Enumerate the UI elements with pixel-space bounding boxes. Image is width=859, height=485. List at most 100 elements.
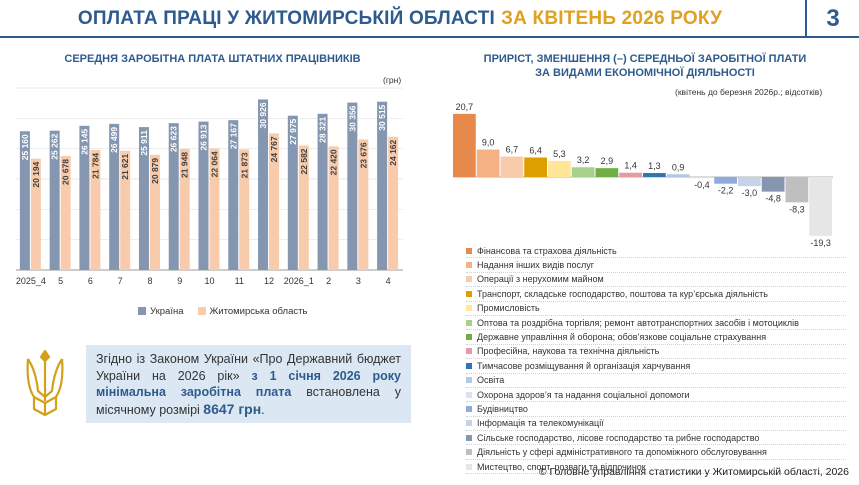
data-label: 26 913 [199, 124, 209, 150]
bar-zhytomyr [30, 158, 41, 270]
legend-item-zhytomyr: Житомирська область [197, 306, 307, 317]
bar-ukraine [347, 102, 358, 270]
data-label: 20 879 [150, 158, 160, 184]
info-text-1: Згідно із Законом України «Про Державний… [96, 352, 401, 383]
data-label: 22 582 [299, 148, 309, 174]
bar-ukraine [109, 123, 120, 270]
x-tick-label: 2 [326, 276, 331, 286]
data-label: 22 420 [329, 149, 339, 175]
bar-ukraine [258, 99, 269, 271]
data-label: 27 975 [288, 118, 298, 144]
right-chart-note: (квітень до березня 2026р.; відсотків) [675, 87, 823, 97]
activity-legend-label: Професійна, наукова та технічна діяльніс… [477, 346, 660, 357]
info-end: . [261, 402, 265, 417]
activity-legend-label: Будівництво [477, 403, 528, 414]
growth-label: 20,7 [456, 102, 474, 112]
x-tick-label: 7 [118, 276, 123, 286]
growth-label: -4,8 [765, 194, 781, 204]
x-tick-label: 6 [88, 276, 93, 286]
growth-bar [809, 177, 832, 236]
growth-bar [619, 172, 642, 177]
activity-legend-swatch [466, 420, 472, 427]
growth-label: -2,2 [718, 186, 734, 196]
info-text-2: встановлена у місячному розмірі [96, 385, 401, 417]
page-number: 3 [805, 0, 859, 38]
growth-label: 1,3 [648, 161, 661, 171]
growth-label: -3,0 [742, 188, 758, 198]
data-label: 21 948 [180, 152, 190, 178]
bar-zhytomyr [298, 145, 309, 270]
bar-ukraine [228, 120, 239, 270]
data-label: 27 167 [228, 123, 238, 149]
data-label: 26 145 [79, 129, 89, 155]
minimum-wage-info: Згідно із Законом України «Про Державний… [86, 345, 411, 423]
activity-legend-item: Операції з нерухомим майном [466, 273, 846, 288]
bar-ukraine [317, 113, 328, 271]
bar-zhytomyr [269, 133, 280, 270]
title-main: ОПЛАТА ПРАЦІ У ЖИТОМИРСЬКІЙ ОБЛАСТІ [77, 8, 496, 29]
data-label: 24 767 [269, 136, 279, 162]
growth-label: 2,9 [601, 156, 614, 166]
activity-legend-label: Інформація та телекомунікації [477, 418, 604, 429]
activity-legend-label: Промисловість [477, 303, 540, 314]
bar-ukraine [198, 121, 209, 270]
growth-bar [714, 177, 737, 184]
activity-legend-label: Діяльність у сфері адміністративного та … [477, 447, 767, 458]
activity-legend: Фінансова та страхова діяльність Надання … [466, 244, 846, 475]
activity-legend-swatch [466, 377, 472, 384]
activity-legend-label: Фінансова та страхова діяльність [477, 245, 617, 256]
activity-legend-swatch [466, 247, 472, 254]
growth-label: 6,4 [529, 145, 542, 155]
activity-legend-item: Надання інших видів послуг [466, 258, 846, 273]
data-label: 21 784 [90, 153, 100, 179]
header: ОПЛАТА ПРАЦІ У ЖИТОМИРСЬКІЙ ОБЛАСТІ ЗА К… [0, 0, 859, 38]
activity-legend-label: Операції з нерухомим майном [477, 274, 604, 285]
growth-bar [690, 177, 714, 179]
info-text-bold: з 1 січня 2026 року мінімальна заробітна… [96, 368, 401, 400]
x-tick-label: 4 [386, 276, 391, 286]
activity-legend-item: Фінансова та страхова діяльність [466, 244, 846, 259]
activity-legend-label: Сільське господарство, лісове господарст… [477, 432, 760, 443]
x-tick-label: 3 [356, 276, 361, 286]
data-label: 24 162 [388, 139, 398, 165]
growth-bar [666, 174, 690, 177]
growth-bar [571, 167, 595, 177]
bar-ukraine [49, 130, 60, 270]
data-label: 20 194 [31, 161, 41, 187]
data-label: 25 160 [20, 134, 30, 160]
data-label: 26 499 [109, 127, 119, 153]
activity-legend-item: Будівництво [466, 402, 846, 417]
growth-bar [643, 173, 666, 177]
activity-legend-item: Інформація та телекомунікації [466, 417, 846, 432]
growth-label: 6,7 [506, 145, 519, 155]
growth-label: -0,4 [694, 180, 710, 190]
activity-legend-item: Тимчасове розміщування й організація хар… [466, 359, 846, 374]
bar-ukraine [168, 123, 179, 270]
activity-legend-item: Оптова та роздрібна торгівля; ремонт авт… [466, 316, 846, 331]
data-label: 25 911 [139, 130, 149, 156]
activity-legend-swatch [466, 434, 472, 441]
bar-zhytomyr [358, 139, 369, 270]
activity-legend-label: Оптова та роздрібна торгівля; ремонт авт… [477, 317, 799, 328]
x-tick-label: 8 [147, 276, 152, 286]
activity-legend-swatch [466, 262, 472, 269]
activity-legend-label: Транспорт, складське господарство, пошто… [477, 288, 768, 299]
growth-bar [785, 177, 809, 203]
left-chart-unit: (грн) [383, 75, 402, 85]
activity-legend-swatch [466, 276, 472, 283]
growth-bar [500, 156, 524, 177]
growth-bar [761, 177, 785, 192]
activity-legend-item: Професійна, наукова та технічна діяльніс… [466, 345, 846, 360]
x-tick-label: 9 [177, 276, 182, 286]
growth-bar [595, 168, 619, 177]
activity-legend-swatch [466, 290, 472, 297]
data-label: 30 356 [347, 105, 357, 131]
activity-legend-swatch [466, 463, 472, 470]
x-tick-label: 12 [264, 276, 274, 286]
activity-legend-label: Тимчасове розміщування й організація хар… [477, 360, 691, 371]
right-chart-title: ПРИРІСТ, ЗМЕНШЕННЯ (–) СЕРЕДНЬОЇ ЗАРОБІТ… [440, 52, 850, 80]
activity-legend-item: Промисловість [466, 302, 846, 316]
legend-item-ukraine: Україна [138, 306, 184, 317]
growth-bar-chart: 20,79,06,7 6,4 5,33,2 2,9 1,4 1,3 0,9-0,4-2,2-… [453, 102, 833, 248]
